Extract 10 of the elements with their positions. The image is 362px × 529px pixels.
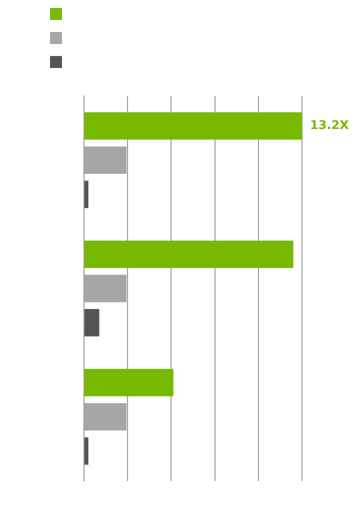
bar xyxy=(84,309,100,336)
bar xyxy=(84,437,88,465)
text: 13.2X xyxy=(310,118,350,132)
bar xyxy=(84,180,88,208)
bar xyxy=(84,403,127,431)
bar xyxy=(84,368,174,396)
bar xyxy=(84,146,127,174)
bar xyxy=(84,112,302,140)
bar xyxy=(84,240,294,268)
bar xyxy=(84,274,127,302)
